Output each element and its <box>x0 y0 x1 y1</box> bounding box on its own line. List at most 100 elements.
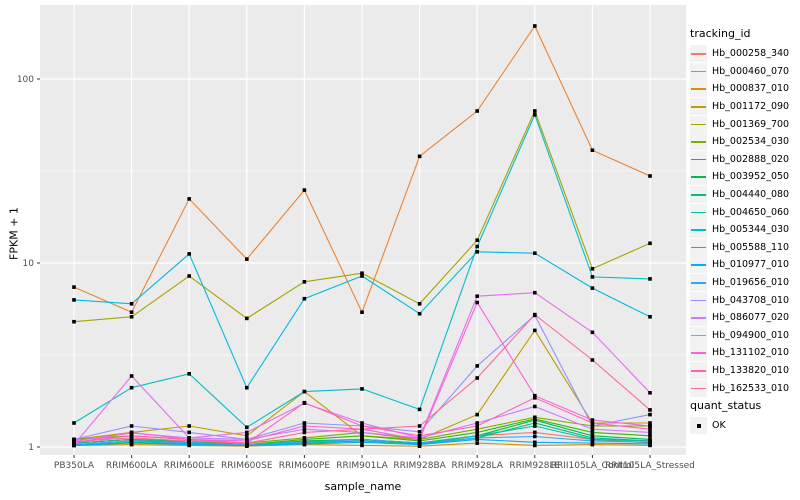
data-point <box>129 310 134 314</box>
data-point <box>648 430 652 435</box>
data-point <box>302 424 307 428</box>
x-tick-label: RRIM600LE <box>164 461 215 471</box>
data-point <box>648 241 652 246</box>
legend-item-label: Hb_086077_020 <box>712 312 790 324</box>
legend-line-swatch <box>691 282 706 284</box>
data-point <box>475 436 479 440</box>
legend-item-Hb_004440_080: Hb_004440_080 <box>690 186 800 204</box>
data-point <box>360 424 364 428</box>
x-tick-label: RRIM928LA <box>451 461 503 471</box>
data-point <box>72 319 76 324</box>
legend-key-swatch <box>690 379 707 397</box>
data-point <box>648 412 652 417</box>
x-tick-label: RRIM928BA <box>393 461 446 471</box>
data-point <box>187 197 191 201</box>
data-point <box>302 421 307 425</box>
data-point <box>590 267 595 271</box>
data-point <box>533 24 537 28</box>
legend-key-swatch <box>690 291 707 309</box>
legend-quant-items: OK <box>690 417 800 435</box>
data-point <box>533 421 537 425</box>
data-point <box>72 298 76 302</box>
x-tick-label: RRIM901LA <box>336 461 388 471</box>
data-point <box>533 440 537 445</box>
data-point <box>360 434 364 438</box>
legend-item-label: Hb_005344_030 <box>712 224 790 236</box>
legend-item-label: Hb_000837_010 <box>712 83 790 95</box>
legend-key-swatch <box>690 186 707 204</box>
data-point <box>187 430 191 435</box>
data-point <box>360 443 364 448</box>
data-point <box>72 439 76 444</box>
legend-line-swatch <box>691 53 706 55</box>
data-point <box>475 376 479 380</box>
data-point <box>302 440 307 445</box>
legend-line-swatch <box>691 317 706 319</box>
data-point <box>648 434 652 438</box>
data-point <box>533 328 537 333</box>
legend-item-label: Hb_002888_020 <box>712 153 790 165</box>
data-point <box>648 277 652 281</box>
legend-key-swatch <box>690 274 707 292</box>
legend-key-swatch <box>690 221 707 239</box>
legend-item-label: Hb_133820_010 <box>712 364 790 376</box>
data-point <box>302 280 307 284</box>
data-point <box>590 421 595 425</box>
data-point <box>129 374 134 378</box>
legend-item-label: Hb_162533_010 <box>712 382 790 394</box>
legend-item-label: Hb_043708_010 <box>712 294 790 306</box>
legend-line-swatch <box>691 334 706 337</box>
legend-line-swatch <box>691 70 706 73</box>
data-point <box>590 439 595 443</box>
data-point <box>648 174 652 178</box>
data-point <box>533 251 537 255</box>
data-point <box>129 434 134 438</box>
data-point <box>533 430 537 435</box>
data-point <box>475 424 479 428</box>
data-point <box>417 302 422 306</box>
legend-item-Hb_005588_110: Hb_005588_110 <box>690 238 800 257</box>
data-point <box>187 441 191 445</box>
y-tick-label: 1 <box>28 443 34 453</box>
legend-key-swatch <box>690 45 707 63</box>
data-point <box>590 427 595 431</box>
data-point <box>475 238 479 242</box>
legend-item-label: Hb_000460_070 <box>712 65 790 77</box>
data-point <box>533 109 537 113</box>
legend-item-label: Hb_001369_700 <box>712 118 790 130</box>
data-point <box>360 430 364 435</box>
legend-key-swatch <box>690 133 707 151</box>
legend-item-label: Hb_004650_060 <box>712 206 790 218</box>
data-point <box>360 437 364 442</box>
data-point <box>360 274 364 278</box>
legend-key-swatch <box>690 62 707 80</box>
data-point <box>417 430 422 434</box>
legend-key-swatch <box>690 344 707 362</box>
data-point <box>302 296 307 301</box>
legend-key-swatch <box>690 115 707 133</box>
data-point <box>533 418 537 422</box>
data-point <box>417 311 422 316</box>
legend-item-label: Hb_005588_110 <box>712 241 790 253</box>
legend-item-label: Hb_002534_030 <box>712 136 790 148</box>
legend-item-Hb_002534_030: Hb_002534_030 <box>690 133 800 151</box>
data-point <box>245 385 249 390</box>
data-point <box>245 439 249 443</box>
legend-key-swatch <box>690 309 707 327</box>
data-point <box>590 358 595 362</box>
legend-key-swatch <box>690 256 707 274</box>
data-point <box>648 391 652 395</box>
data-point <box>129 315 134 319</box>
x-tick-label: RRIM600LA <box>106 461 158 471</box>
data-point <box>648 315 652 319</box>
legend-item-label: Hb_004440_080 <box>712 189 790 201</box>
legend-line-swatch <box>691 194 706 196</box>
legend-line-swatch <box>691 264 706 267</box>
legend-line-swatch <box>691 246 706 249</box>
data-point <box>417 441 422 445</box>
data-point <box>245 425 249 430</box>
data-point <box>590 424 595 428</box>
data-point <box>648 408 652 412</box>
legend-item-label: Hb_019656_010 <box>712 277 790 289</box>
x-axis-title: sample_name <box>324 480 402 493</box>
